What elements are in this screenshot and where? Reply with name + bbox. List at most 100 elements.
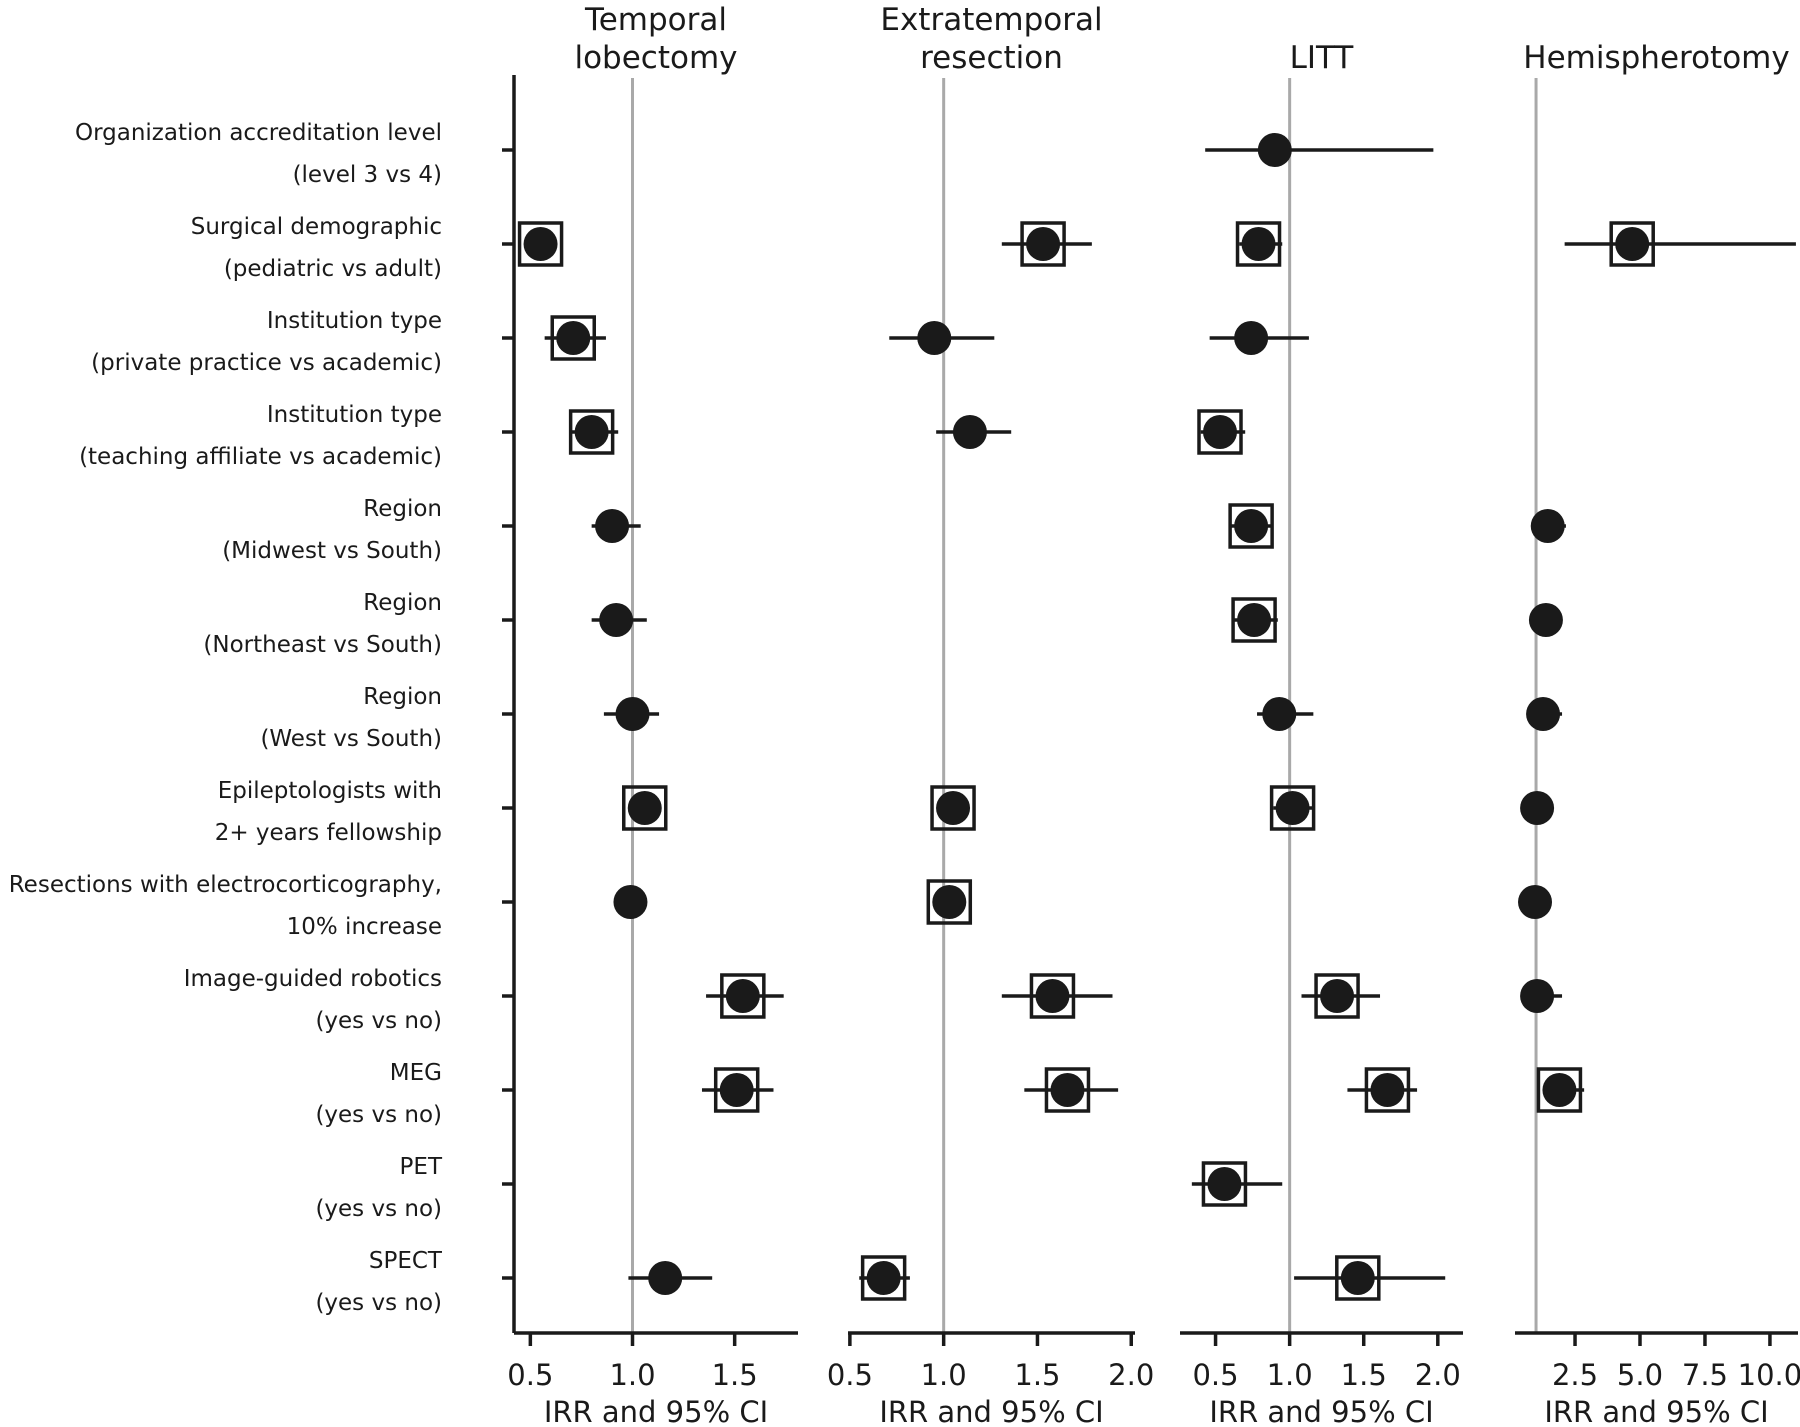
- row-label-line2: (level 3 vs 4): [293, 162, 442, 188]
- point-marker: [1528, 603, 1563, 637]
- row-label-line1: Surgical demographic: [191, 214, 442, 240]
- point-marker: [1257, 133, 1292, 167]
- row-label-line1: Institution type: [267, 402, 442, 428]
- significance-square: [1201, 1161, 1248, 1207]
- point-marker: [1207, 1167, 1242, 1201]
- x-axis-tick-label: 2.0: [1415, 1358, 1461, 1392]
- x-axis-tick-label: 1.0: [1267, 1358, 1313, 1392]
- point-marker: [1203, 415, 1238, 449]
- point-marker: [1370, 1073, 1405, 1107]
- point-marker: [595, 509, 630, 543]
- row-label-line1: Region: [363, 590, 442, 616]
- significance-square: [1228, 503, 1274, 549]
- row-label-line1: MEG: [390, 1060, 442, 1086]
- point-marker: [648, 1261, 683, 1295]
- point-marker: [574, 415, 609, 449]
- row-label-line2: 10% increase: [287, 914, 442, 940]
- row-label-line2: (West vs South): [260, 726, 442, 752]
- row-label-line1: SPECT: [369, 1248, 443, 1274]
- significance-square: [1231, 597, 1277, 643]
- x-axis-title: IRR and 95% CI: [879, 1395, 1103, 1427]
- point-marker: [936, 791, 971, 825]
- point-marker: [599, 603, 634, 637]
- point-marker: [917, 321, 952, 355]
- significance-square: [1029, 973, 1076, 1019]
- significance-square: [622, 785, 668, 831]
- row-label-line2: 2+ years fellowship: [215, 820, 442, 846]
- point-marker: [725, 979, 760, 1013]
- row-label-line1: Epileptologists with: [218, 778, 442, 804]
- row-label-line2: (yes vs no): [315, 1008, 442, 1034]
- panel-title: Extratemporal: [880, 2, 1102, 38]
- significance-square: [1335, 1255, 1381, 1301]
- x-axis-tick-label: 0.5: [1192, 1358, 1238, 1392]
- row-label-line1: Region: [363, 684, 442, 710]
- row-label-line2: (teaching affiliate vs academic): [79, 444, 442, 470]
- point-marker: [613, 885, 648, 919]
- row-label-line2: (Northeast vs South): [203, 632, 442, 658]
- point-marker: [1520, 791, 1555, 825]
- significance-square: [1020, 221, 1066, 267]
- significance-square: [720, 973, 766, 1019]
- x-axis-title: IRR and 95% CI: [1209, 1395, 1433, 1427]
- significance-square: [1536, 1067, 1583, 1113]
- row-label-line1: Image-guided robotics: [184, 966, 442, 992]
- point-marker: [719, 1073, 754, 1107]
- x-axis-title: IRR and 95% CI: [1544, 1395, 1768, 1427]
- x-axis-tick-label: 1.0: [921, 1358, 967, 1392]
- row-label-line2: (private practice vs academic): [91, 350, 442, 376]
- point-marker: [1262, 697, 1297, 731]
- significance-square: [1609, 221, 1655, 267]
- x-axis-tick-label: 10.0: [1738, 1358, 1800, 1392]
- significance-square: [1364, 1067, 1411, 1113]
- significance-square: [930, 785, 976, 831]
- row-label-line2: (yes vs no): [315, 1102, 442, 1128]
- row-label-line1: Resections with electrocorticography,: [9, 872, 442, 898]
- significance-square: [926, 879, 973, 925]
- point-marker: [1518, 885, 1553, 919]
- point-marker: [1026, 227, 1061, 261]
- x-axis-tick-label: 1.5: [1014, 1358, 1060, 1392]
- point-marker: [1050, 1073, 1085, 1107]
- row-label-line2: (pediatric vs adult): [224, 256, 442, 282]
- point-marker: [1615, 227, 1650, 261]
- point-marker: [866, 1261, 901, 1295]
- point-marker: [1340, 1261, 1375, 1295]
- x-axis-tick-label: 1.5: [1341, 1358, 1387, 1392]
- row-label-line1: Organization accreditation level: [75, 120, 442, 146]
- significance-square: [550, 315, 597, 361]
- point-marker: [627, 791, 662, 825]
- significance-square: [1044, 1067, 1091, 1113]
- row-label-line2: (Midwest vs South): [222, 538, 442, 564]
- x-axis-title: IRR and 95% CI: [544, 1395, 768, 1427]
- point-marker: [1275, 791, 1310, 825]
- panel-title: resection: [920, 40, 1063, 76]
- point-marker: [1530, 509, 1565, 543]
- row-label-line1: Region: [363, 496, 442, 522]
- row-label-line1: PET: [400, 1154, 443, 1180]
- point-marker: [1234, 509, 1269, 543]
- point-marker: [1526, 697, 1561, 731]
- panel-title: Hemispherotomy: [1523, 40, 1789, 76]
- panel-title: LITT: [1290, 40, 1355, 76]
- point-marker: [523, 227, 558, 261]
- x-axis-tick-label: 1.0: [609, 1358, 655, 1392]
- row-label-line1: Institution type: [267, 308, 442, 334]
- point-marker: [1241, 227, 1276, 261]
- row-label-line2: (yes vs no): [315, 1196, 442, 1222]
- significance-square: [568, 409, 615, 455]
- point-marker: [952, 415, 987, 449]
- x-axis-tick-label: 7.5: [1682, 1358, 1728, 1392]
- x-axis-tick-label: 0.5: [827, 1358, 873, 1392]
- x-axis-tick-label: 2.0: [1108, 1358, 1154, 1392]
- x-axis-tick-label: 1.5: [712, 1358, 758, 1392]
- x-axis-tick-label: 2.5: [1552, 1358, 1598, 1392]
- panel-title: Temporal: [584, 2, 727, 38]
- point-marker: [932, 885, 967, 919]
- panel-title: lobectomy: [574, 40, 737, 76]
- significance-square: [860, 1255, 907, 1301]
- point-marker: [1542, 1073, 1577, 1107]
- point-marker: [1520, 979, 1555, 1013]
